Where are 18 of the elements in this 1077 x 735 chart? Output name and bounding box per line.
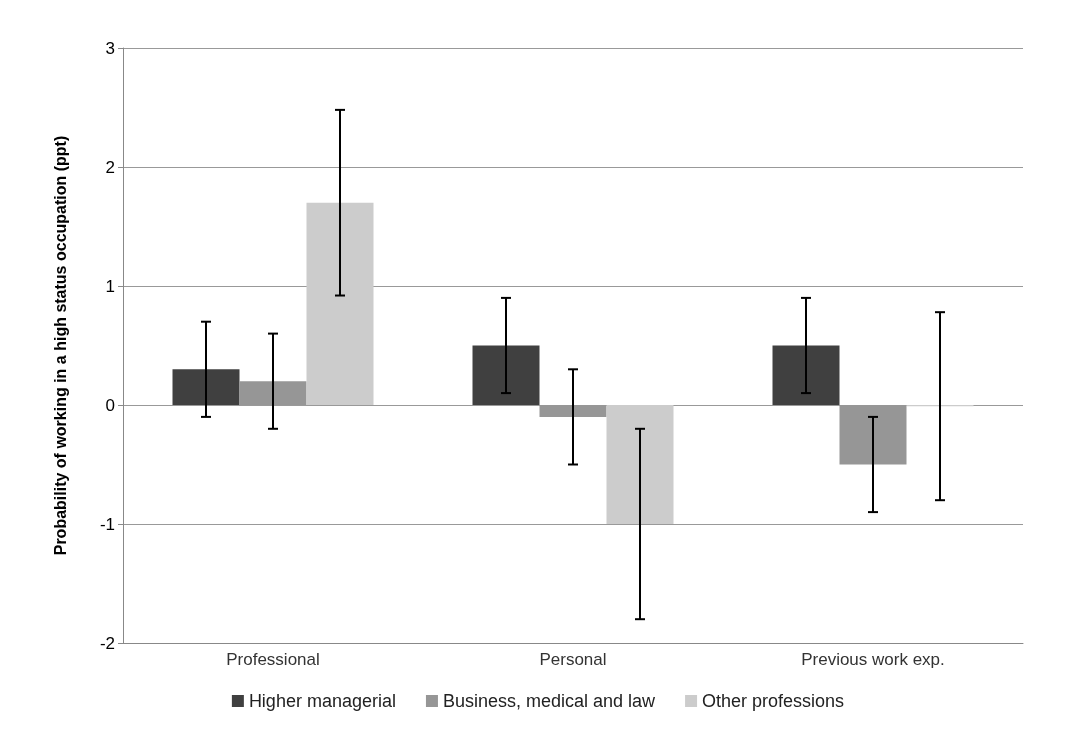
bar (606, 405, 674, 524)
y-tick-label: 0 (105, 395, 115, 415)
x-tick-label: Professional (226, 650, 320, 669)
y-axis-title: Probability of working in a high status occupation (ppt) (51, 135, 69, 556)
bar (772, 345, 840, 405)
y-tick-label: 2 (105, 157, 115, 177)
y-tick-label: 1 (105, 276, 115, 296)
bar (172, 369, 240, 405)
bar (306, 202, 374, 405)
legend-label: Other professions (702, 691, 845, 711)
y-tick-label: 3 (105, 38, 115, 58)
y-tick-label: -1 (99, 514, 115, 534)
x-tick-label: Previous work exp. (801, 650, 945, 669)
legend-label: Higher managerial (248, 691, 396, 711)
y-tick-label: -2 (99, 633, 115, 653)
x-tick-label: Personal (539, 650, 607, 669)
legend-label: Business, medical and law (442, 691, 657, 711)
bar (472, 345, 540, 405)
